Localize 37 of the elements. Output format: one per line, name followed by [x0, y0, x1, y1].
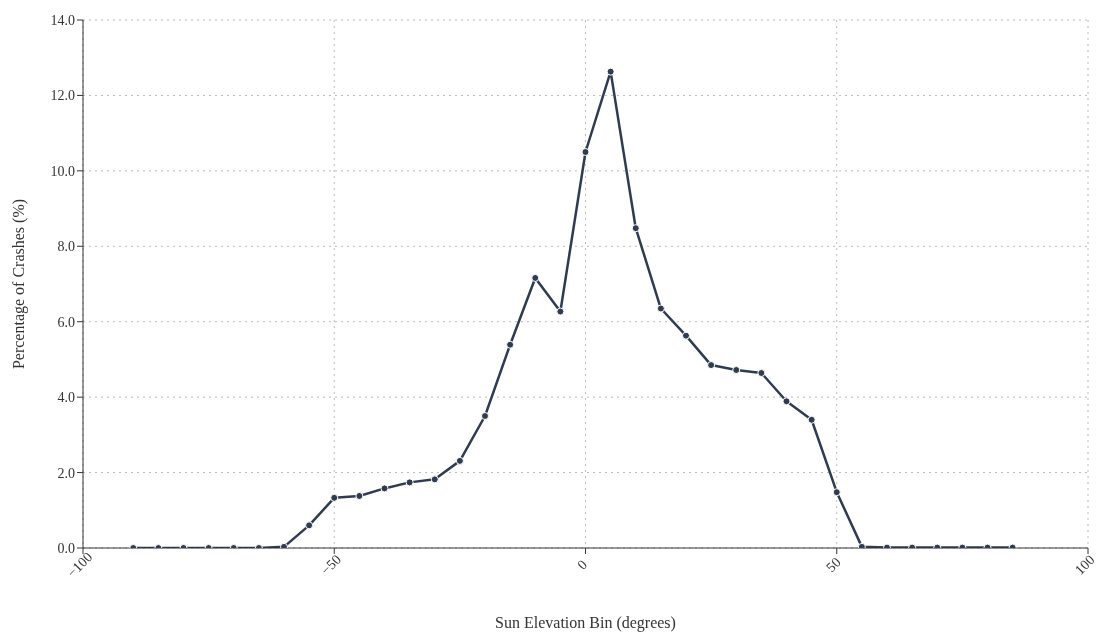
point: [707, 361, 716, 370]
x-tick-label: 100: [1072, 552, 1098, 578]
y-tick-label: 0.0: [57, 540, 75, 556]
y-tick-label: 6.0: [57, 314, 75, 330]
point: [682, 331, 690, 340]
point: [405, 478, 414, 487]
point: [531, 273, 540, 282]
point: [355, 491, 364, 500]
y-tick-label: 14.0: [50, 12, 75, 28]
point: [430, 475, 439, 484]
point: [656, 304, 665, 313]
x-tick-label: 50: [823, 554, 844, 576]
point: [330, 493, 339, 502]
x-tick-label: 0: [574, 557, 591, 573]
point: [481, 412, 489, 420]
y-axis-title: Percentage of Crashes (%): [9, 198, 28, 370]
point: [606, 67, 615, 76]
y-tick-label: 4.0: [57, 390, 75, 406]
point: [732, 365, 741, 374]
y-tick-label: 10.0: [50, 163, 75, 179]
point: [556, 307, 565, 316]
point: [757, 369, 766, 378]
point: [782, 397, 791, 406]
x-tick-label: −50: [318, 551, 345, 578]
point: [581, 148, 590, 156]
point: [807, 415, 816, 424]
point: [455, 456, 464, 465]
y-tick-label: 2.0: [57, 465, 75, 481]
point: [631, 224, 640, 233]
point: [506, 340, 515, 349]
y-tick-label: 12.0: [50, 88, 75, 104]
y-tick-label: 8.0: [57, 239, 75, 255]
point: [380, 484, 389, 493]
point: [305, 521, 314, 530]
point: [280, 542, 288, 548]
x-axis-title: Sun Elevation Bin (degrees): [495, 614, 676, 632]
point: [832, 488, 841, 497]
